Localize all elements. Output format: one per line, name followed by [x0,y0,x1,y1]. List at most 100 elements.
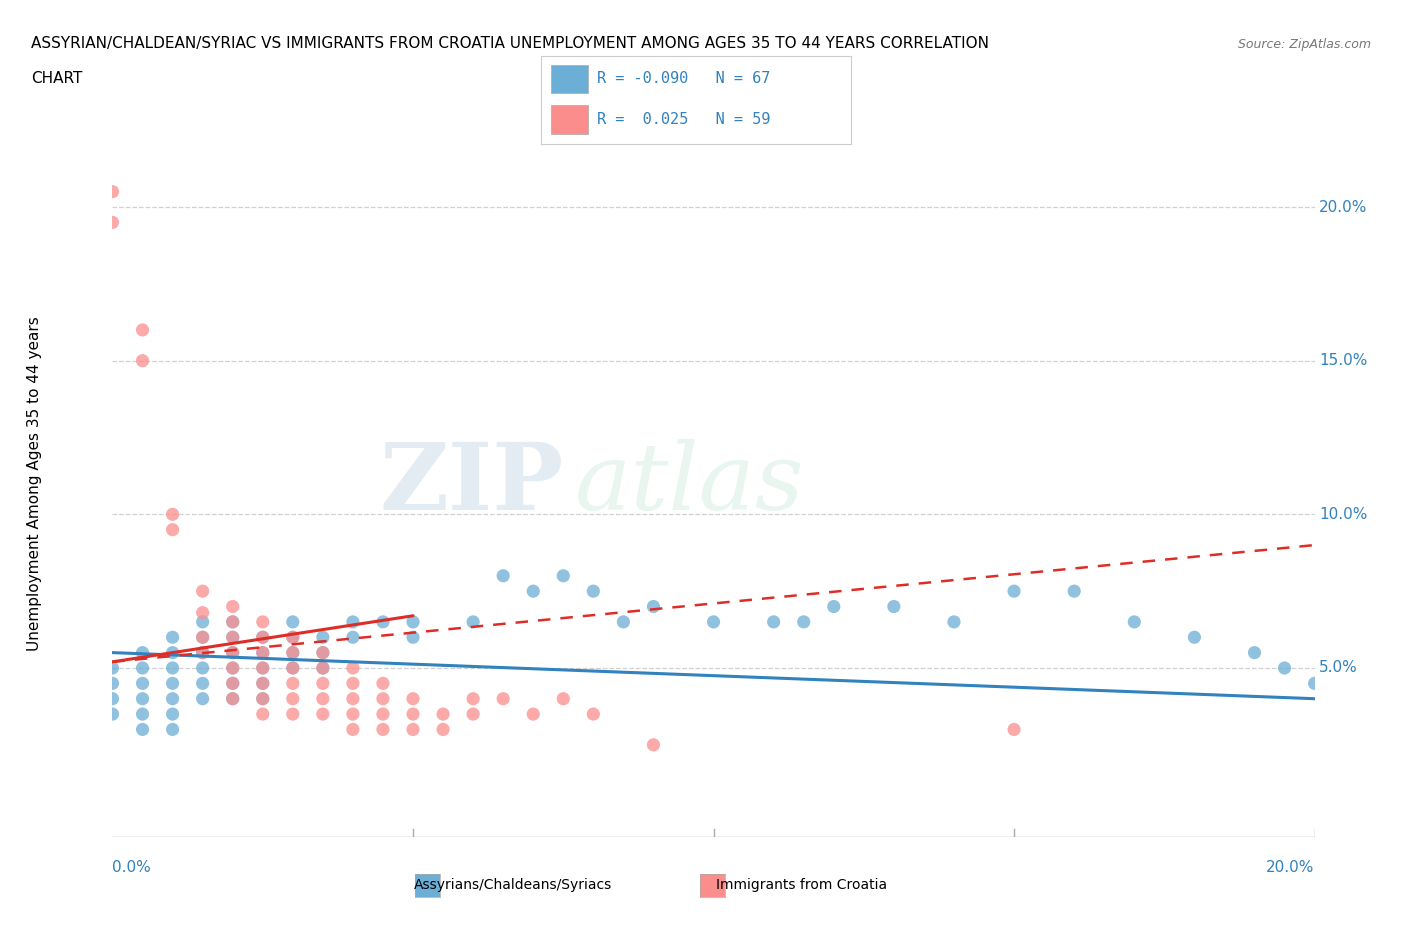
Point [222,615,245,630]
Point [222,660,245,675]
Text: ZIP: ZIP [380,439,564,528]
Text: R =  0.025   N = 59: R = 0.025 N = 59 [598,112,770,126]
Point [612,615,634,630]
Point [252,691,274,706]
Point [1303,676,1326,691]
Point [461,691,484,706]
Point [252,676,274,691]
Point [191,615,214,630]
Text: Unemployment Among Ages 35 to 44 years: Unemployment Among Ages 35 to 44 years [27,316,42,651]
Point [162,707,184,722]
Point [101,676,124,691]
Point [222,615,245,630]
Point [1274,660,1296,675]
Point [252,645,274,660]
Point [191,676,214,691]
Point [371,722,394,737]
Point [252,630,274,644]
Text: atlas: atlas [575,439,804,528]
Point [762,615,785,630]
Point [312,645,335,660]
Text: 15.0%: 15.0% [1319,353,1367,368]
Point [312,660,335,675]
Point [342,676,364,691]
Point [312,691,335,706]
Point [371,691,394,706]
Point [162,507,184,522]
Point [131,353,153,368]
Point [942,615,965,630]
Text: Immigrants from Croatia: Immigrants from Croatia [716,878,887,893]
Point [222,691,245,706]
Point [101,691,124,706]
Point [252,707,274,722]
Point [553,568,575,583]
Point [702,615,725,630]
Point [793,615,815,630]
Point [1243,645,1265,660]
Point [131,691,153,706]
Point [131,676,153,691]
Text: Assyrians/Chaldeans/Syriacs: Assyrians/Chaldeans/Syriacs [413,878,613,893]
Point [222,645,245,660]
Point [342,722,364,737]
Point [222,599,245,614]
Point [162,523,184,538]
Point [101,184,124,199]
Point [281,645,304,660]
Text: 20.0%: 20.0% [1319,200,1367,215]
Point [312,660,335,675]
Point [162,645,184,660]
Point [582,707,605,722]
Text: Source: ZipAtlas.com: Source: ZipAtlas.com [1237,38,1371,51]
Point [162,722,184,737]
Point [191,605,214,620]
Point [643,737,665,752]
Point [402,722,425,737]
Text: ASSYRIAN/CHALDEAN/SYRIAC VS IMMIGRANTS FROM CROATIA UNEMPLOYMENT AMONG AGES 35 T: ASSYRIAN/CHALDEAN/SYRIAC VS IMMIGRANTS F… [31,36,988,51]
Point [312,707,335,722]
Point [883,599,905,614]
Text: 20.0%: 20.0% [1267,860,1315,875]
Point [281,660,304,675]
FancyBboxPatch shape [551,65,588,93]
Point [252,691,274,706]
Point [222,660,245,675]
Point [582,584,605,599]
Point [222,630,245,644]
Point [402,615,425,630]
Point [643,599,665,614]
Point [101,660,124,675]
Point [281,615,304,630]
Point [823,599,845,614]
Point [191,691,214,706]
Point [252,676,274,691]
Point [1184,630,1206,644]
Point [131,660,153,675]
Point [281,691,304,706]
Point [131,323,153,338]
Point [281,630,304,644]
Point [342,630,364,644]
Point [312,676,335,691]
Point [492,568,515,583]
Text: CHART: CHART [31,71,83,86]
Point [191,645,214,660]
Point [252,645,274,660]
Point [522,584,544,599]
Point [162,691,184,706]
Point [1063,584,1085,599]
Point [402,691,425,706]
Text: 5.0%: 5.0% [1319,660,1358,675]
Point [162,660,184,675]
Point [162,630,184,644]
Point [222,630,245,644]
Point [432,722,454,737]
Point [191,645,214,660]
Point [222,691,245,706]
FancyBboxPatch shape [551,105,588,134]
Point [281,707,304,722]
Point [252,630,274,644]
Point [101,215,124,230]
Text: 10.0%: 10.0% [1319,507,1367,522]
